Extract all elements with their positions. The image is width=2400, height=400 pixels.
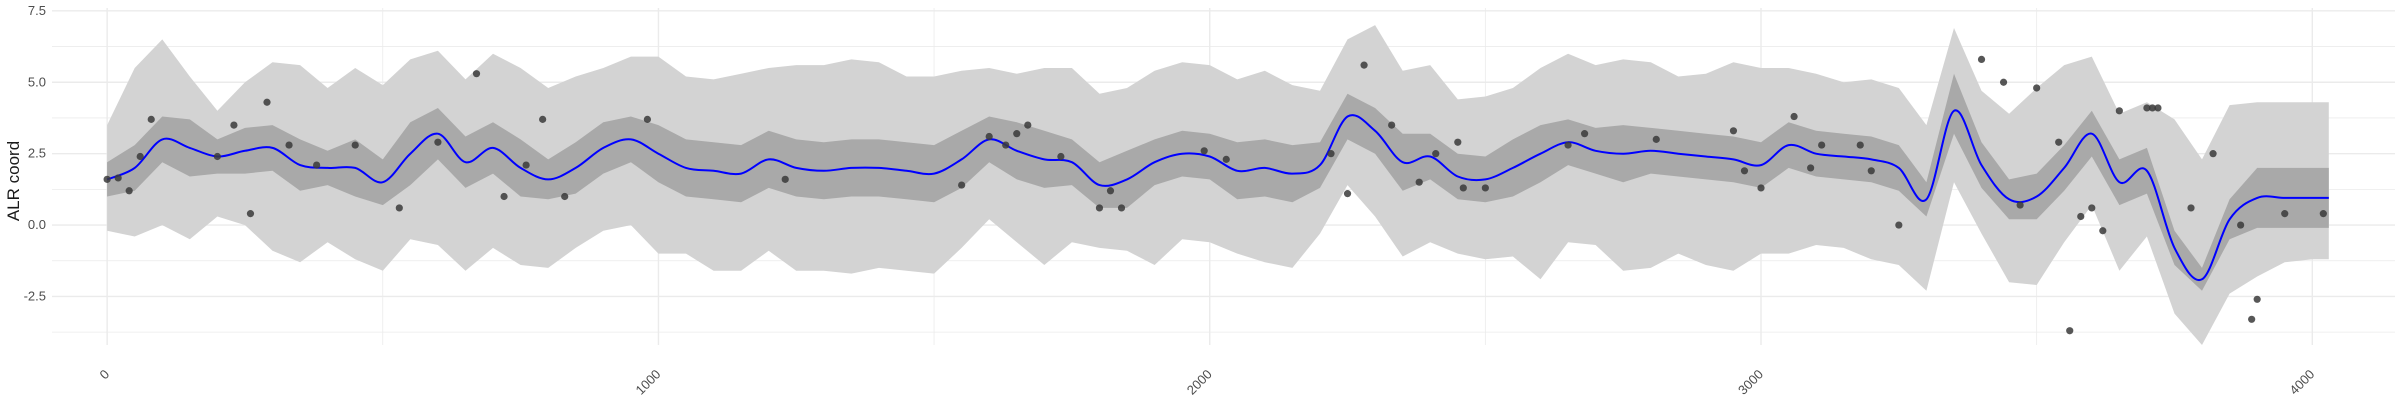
data-point (1415, 178, 1423, 186)
y-tick-label: 2.5 (28, 146, 46, 161)
data-point (2248, 315, 2256, 323)
data-point (2143, 104, 2151, 112)
data-point (500, 192, 508, 201)
data-point (1454, 138, 1462, 146)
data-point (522, 161, 530, 169)
data-point (1002, 141, 1010, 149)
data-point (1895, 221, 1903, 229)
data-point (2253, 295, 2261, 303)
data-point (395, 204, 403, 212)
data-point (1343, 190, 1352, 198)
data-point (985, 132, 993, 141)
data-point (1013, 130, 1021, 138)
data-point (1790, 112, 1798, 121)
data-point (1867, 167, 1875, 175)
data-point (1200, 147, 1208, 155)
observation-points (103, 55, 2327, 335)
mean-line (106, 109, 2329, 282)
data-point (230, 121, 238, 129)
data-point (1999, 78, 2008, 86)
data-point (1432, 150, 1440, 158)
data-point (2115, 107, 2123, 115)
y-tick-label: 7.5 (28, 3, 46, 18)
data-point (2281, 210, 2289, 218)
uncertainty-bands (107, 25, 2329, 345)
data-point (1740, 167, 1749, 175)
data-point (2237, 221, 2245, 229)
data-point (1222, 155, 1230, 163)
data-point (2148, 104, 2157, 112)
data-point (114, 174, 122, 182)
data-point (2154, 104, 2162, 112)
data-point (1564, 141, 1572, 149)
data-point (1327, 150, 1335, 158)
data-point (1856, 141, 1864, 149)
data-point (1580, 130, 1589, 138)
data-point (2033, 84, 2041, 92)
data-point (2016, 201, 2024, 209)
data-point (1360, 61, 1368, 69)
data-point (561, 192, 569, 201)
data-point (1757, 184, 1765, 192)
data-point (313, 161, 321, 169)
data-point (1977, 55, 1986, 64)
data-point (263, 98, 271, 106)
data-point (643, 115, 651, 123)
data-point (1481, 184, 1489, 192)
data-point (1818, 141, 1826, 149)
mean-line-layer (106, 109, 2329, 282)
data-point (2055, 138, 2063, 146)
data-point (958, 181, 966, 189)
data-point (1117, 204, 1126, 212)
data-point (1729, 127, 1738, 135)
data-point (1057, 152, 1065, 161)
data-point (285, 141, 293, 149)
data-point (2077, 212, 2085, 221)
data-point (2209, 150, 2217, 158)
data-point (2187, 204, 2195, 212)
data-point (2099, 227, 2107, 235)
y-axis-label: ALR coord (4, 141, 23, 221)
data-point (2319, 210, 2327, 218)
data-point (781, 175, 789, 183)
data-point (147, 115, 155, 123)
data-point (1807, 164, 1815, 172)
data-point (1024, 121, 1032, 129)
data-point (1652, 135, 1660, 143)
data-point (434, 138, 442, 146)
y-tick-label: 0.0 (28, 217, 46, 232)
data-point (125, 187, 133, 195)
data-point (2066, 327, 2074, 335)
data-point (246, 210, 255, 218)
data-point (1095, 204, 1104, 212)
y-tick-label: -2.5 (24, 288, 46, 303)
data-point (472, 70, 481, 78)
data-point (2088, 204, 2096, 212)
data-point (103, 175, 111, 183)
data-point (1388, 121, 1396, 129)
data-point (1459, 184, 1467, 192)
inner-band (107, 73, 2329, 291)
data-point (213, 152, 221, 161)
data-point (351, 141, 359, 149)
data-point (1106, 187, 1115, 195)
data-point (136, 152, 144, 161)
y-tick-label: 5.0 (28, 74, 46, 89)
data-point (539, 115, 547, 123)
